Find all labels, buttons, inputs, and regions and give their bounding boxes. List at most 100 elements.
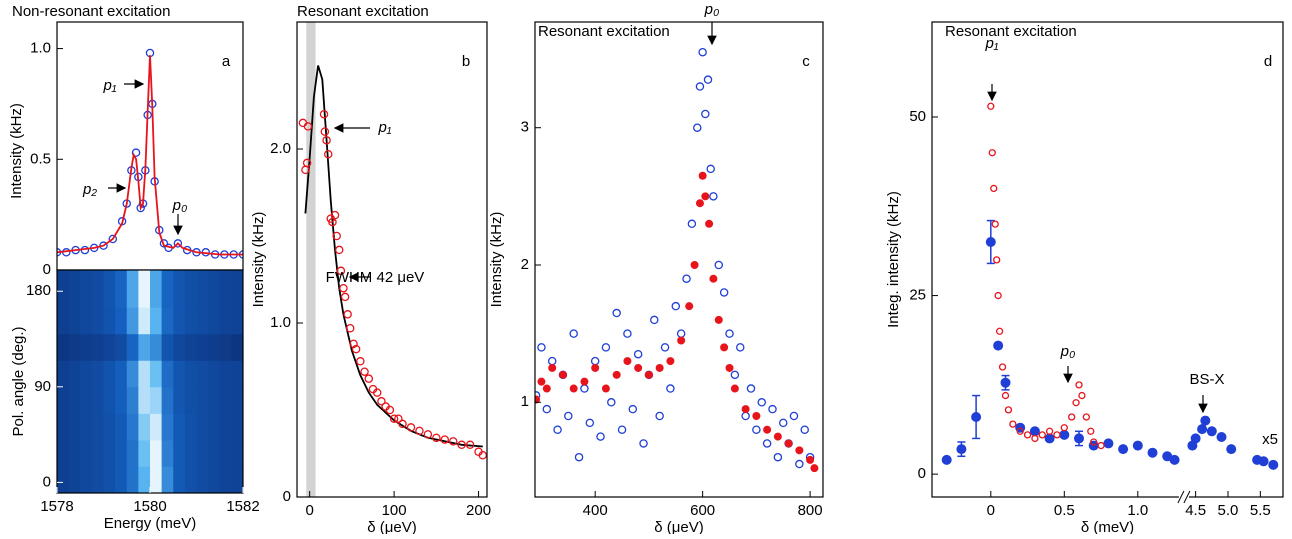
data-point	[1169, 454, 1180, 465]
data-point	[687, 219, 697, 229]
data-point	[423, 430, 433, 439]
y-tick-label: 0	[43, 473, 51, 490]
annotation: FWHM 42 μeV	[326, 269, 425, 286]
data-point	[994, 291, 1002, 300]
data-point	[682, 274, 691, 283]
y-tick-label: 180	[26, 282, 51, 299]
data-point	[159, 239, 169, 248]
data-point	[596, 432, 605, 441]
y-axis-label: Intensity (kHz)	[8, 103, 25, 199]
heat-cell	[103, 386, 116, 414]
heat-cell	[68, 413, 81, 441]
data-point	[695, 82, 705, 91]
heat-cell	[150, 439, 163, 467]
heat-cell	[115, 333, 128, 361]
data-point	[406, 423, 416, 432]
panel-letter: d	[1264, 53, 1272, 70]
data-point	[478, 450, 487, 460]
x-axis-label: δ (μeV)	[367, 519, 417, 534]
data-point	[360, 367, 369, 376]
heat-cell	[126, 466, 139, 493]
heat-cell	[126, 270, 139, 308]
heat-cell	[208, 307, 221, 335]
data-point	[440, 435, 450, 444]
heat-cell	[57, 413, 70, 441]
data-point	[617, 425, 627, 434]
heat-cell	[184, 413, 197, 441]
data-point	[990, 184, 998, 193]
data-point	[714, 315, 723, 324]
data-point	[415, 426, 424, 436]
annotation: p₀	[172, 197, 188, 214]
data-point	[633, 349, 643, 359]
data-point	[364, 374, 374, 383]
heat-cell	[219, 270, 232, 308]
data-point	[644, 370, 653, 379]
heat-cell	[208, 413, 221, 441]
y-axis-label: Intensity (kHz)	[250, 212, 267, 308]
heat-cell	[231, 333, 243, 361]
heat-cell	[138, 307, 151, 335]
heat-cell	[150, 466, 163, 493]
data-point	[941, 454, 952, 465]
data-point	[655, 411, 664, 421]
data-point	[339, 283, 348, 293]
heat-cell	[103, 466, 116, 493]
data-point	[778, 418, 788, 428]
frame	[534, 21, 824, 498]
axis-break-mark	[1183, 490, 1191, 504]
heat-cell	[103, 439, 116, 467]
y-axis-label: Integ. intensity (kHz)	[885, 191, 902, 328]
data-point	[334, 245, 344, 255]
data-point	[398, 419, 407, 429]
y-tick-label: 0	[283, 488, 291, 505]
heat-cell	[126, 439, 139, 467]
heat-cell	[68, 307, 81, 335]
x-tick-label: 1578	[40, 498, 73, 515]
data-point	[988, 149, 996, 157]
data-point	[1004, 406, 1013, 414]
heat-cell	[173, 360, 186, 388]
data-point	[1053, 431, 1061, 439]
heat-cell	[80, 413, 93, 441]
plot-area	[57, 270, 243, 493]
heat-cell	[68, 386, 81, 414]
y-tick-label: 50	[909, 108, 926, 125]
heat-cell	[68, 439, 81, 467]
data-point	[537, 343, 546, 352]
heat-cell	[80, 439, 93, 467]
heat-cell	[138, 270, 151, 308]
heat-cell	[68, 270, 81, 308]
data-point	[1044, 433, 1055, 444]
heat-cell	[184, 386, 197, 414]
x-tick-label: 0	[987, 502, 995, 519]
data-point	[736, 343, 745, 352]
data-point	[537, 377, 546, 386]
data-point	[698, 171, 707, 180]
axis-break-mark	[1177, 490, 1185, 504]
heat-cell	[150, 360, 163, 388]
data-point	[457, 440, 466, 450]
heat-cell	[57, 386, 70, 414]
annotation: p₀	[704, 1, 720, 18]
data-point	[1074, 433, 1085, 444]
heat-cell	[57, 270, 70, 308]
data-point	[553, 425, 562, 434]
data-point	[569, 384, 578, 393]
data-point	[677, 336, 686, 345]
heat-cell	[150, 307, 163, 335]
annotation: p₂	[82, 181, 97, 198]
heat-cell	[161, 307, 174, 335]
data-point	[432, 433, 441, 443]
heat-cell	[219, 413, 232, 441]
data-point	[795, 459, 804, 469]
data-point	[303, 122, 313, 131]
heat-cell	[184, 360, 197, 388]
x-tick-label: 4.5	[1185, 502, 1206, 519]
data-point	[650, 315, 659, 325]
heat-cell	[91, 307, 104, 335]
data-point	[1200, 415, 1211, 426]
data-point	[693, 123, 702, 132]
data-point	[762, 439, 772, 448]
